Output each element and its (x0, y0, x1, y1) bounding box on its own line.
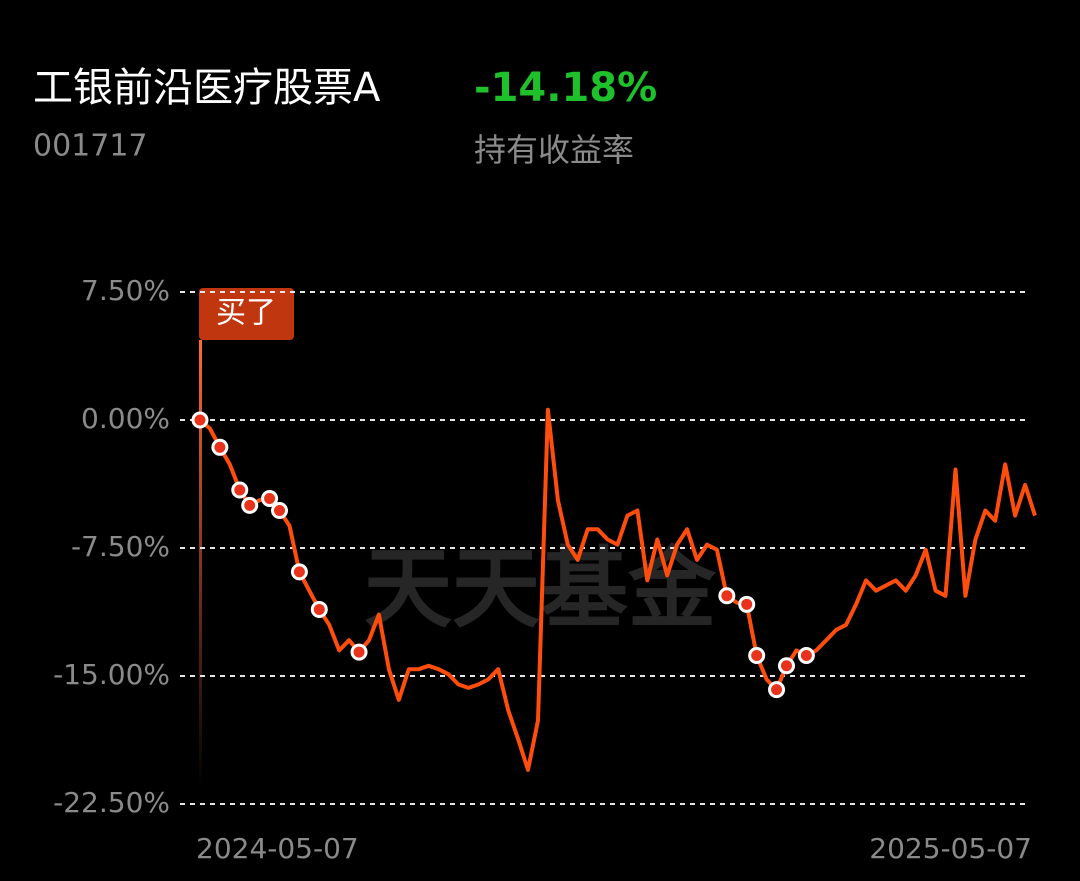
y-tick-label: 0.00% (81, 402, 170, 435)
buy-marker (241, 496, 259, 514)
y-tick-label: 7.50% (81, 274, 170, 307)
line (198, 407, 1037, 772)
buy-marker (797, 647, 815, 665)
buy-marker (738, 595, 756, 613)
buy-marker (231, 481, 249, 499)
buy-marker (290, 563, 308, 581)
buy-marker (768, 681, 786, 699)
buy-marker (777, 657, 795, 675)
buy-marker (748, 647, 766, 665)
x-tick-label: 2024-05-07 (196, 832, 359, 865)
y-tick-label: -7.50% (71, 530, 170, 563)
x-tick-label: 2025-05-07 (869, 832, 1032, 865)
annotation: 买了 (216, 296, 276, 331)
subtitle: 持有收益率 (474, 131, 634, 169)
fund-code: 001717 (33, 129, 148, 164)
buy-marker (271, 501, 289, 519)
buy-marker (718, 587, 736, 605)
annotation-box (199, 288, 294, 340)
headline-value: -14.18% (474, 65, 657, 111)
buy-marker (310, 600, 328, 618)
buy-marker (211, 438, 229, 456)
buy-marker (350, 643, 368, 661)
buy-marker (261, 490, 279, 508)
title: 工银前沿医疗股票A (33, 65, 381, 111)
y-tick-label: -15.00% (53, 658, 170, 691)
y-tick-label: -22.50% (53, 786, 170, 819)
buy-marker (191, 411, 209, 429)
buy-line (199, 340, 202, 790)
